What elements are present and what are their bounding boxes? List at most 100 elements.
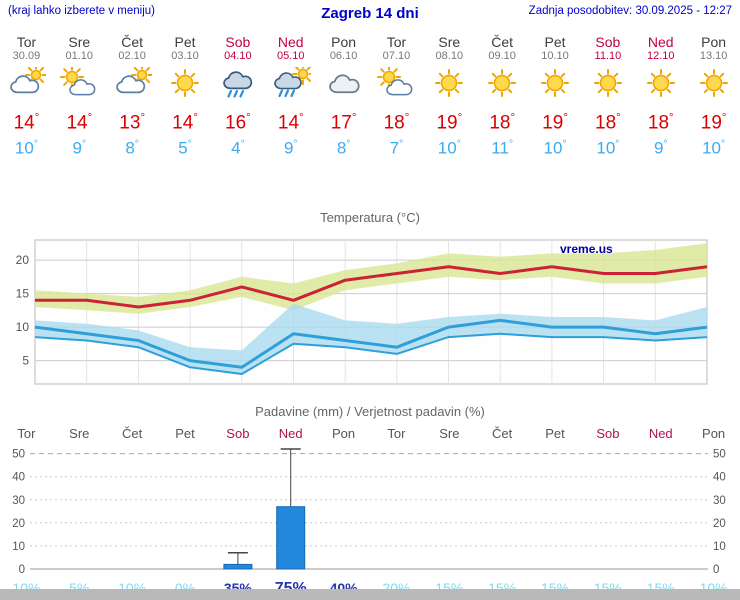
temperature-min: 10° [596, 138, 620, 158]
temperature-min: 10° [543, 138, 567, 158]
mostly-cloudy-icon [116, 67, 153, 94]
day-date: 02.10 [118, 50, 146, 62]
svg-text:40: 40 [12, 472, 25, 484]
day-column: Pon 06.10 17° 8° [317, 34, 370, 158]
svg-text:5: 5 [22, 354, 29, 368]
rain-sun-icon [273, 67, 311, 98]
temperature-min: 4° [231, 138, 245, 158]
precip-bar [223, 563, 253, 570]
temperature-max: 14° [66, 112, 93, 134]
temperature-min: 9° [283, 138, 298, 158]
weather-icon [687, 67, 740, 101]
weather-icon [317, 67, 370, 101]
day-column: Ned 05.10 14° 9° [264, 34, 317, 158]
day-name: Pon [701, 34, 727, 50]
day-column: Ned 12.10 18° 9° [634, 34, 687, 158]
temperature-chart: 5 10 15 20 vreme.us [16, 239, 708, 385]
weather-icon [211, 67, 264, 101]
day-column: Čet 09.10 18° 11° [476, 34, 529, 158]
day-name: Ned [647, 34, 674, 50]
precip-day-label: Sob [226, 425, 250, 441]
temperature-min: 11° [491, 138, 514, 158]
precip-day-label: Sre [439, 425, 460, 441]
precip-day-label: Pon [332, 425, 356, 441]
day-name: Čet [121, 34, 144, 50]
temperature-max: 18° [647, 112, 674, 134]
day-name: Sob [595, 34, 621, 50]
precipitation-chart: 0 0 10 10 20 20 30 30 40 40 50 50 [12, 448, 726, 576]
day-date: 05.10 [276, 50, 305, 62]
day-name: Pet [174, 34, 196, 50]
day-date: 10.10 [541, 50, 569, 62]
precip-day-label: Čet [122, 425, 143, 441]
day-name: Sre [438, 34, 461, 50]
precip-day-label: Pon [702, 425, 726, 441]
watermark: vreme.us [560, 242, 613, 256]
partly-cloudy-icon [60, 67, 96, 96]
svg-text:10: 10 [713, 541, 726, 553]
svg-text:40: 40 [713, 472, 726, 484]
precipitation-chart-title: Padavine (mm) / Verjetnost padavin (%) [255, 403, 485, 419]
rain-icon [223, 71, 253, 98]
sunny-icon [593, 69, 622, 97]
day-date: 04.10 [224, 50, 252, 62]
temperature-max: 19° [436, 112, 463, 134]
precip-day-label: Ned [278, 425, 303, 441]
day-column: Sre 08.10 19° 10° [423, 34, 476, 158]
day-date: 30.09 [12, 50, 41, 62]
svg-text:50: 50 [12, 449, 25, 461]
svg-text:20: 20 [713, 518, 726, 530]
day-date: 11.10 [594, 50, 622, 62]
temperature-min: 10° [437, 138, 461, 158]
weather-icon [581, 67, 634, 101]
temperature-max: 18° [595, 112, 621, 134]
sunny-icon [541, 69, 570, 97]
svg-text:15: 15 [16, 287, 30, 301]
precip-day-label: Sre [69, 425, 90, 441]
day-date: 07.10 [382, 50, 411, 62]
day-date: 08.10 [435, 50, 464, 62]
precip-day-label: Tor [17, 425, 36, 441]
day-column: Pet 03.10 14° 5° [159, 34, 212, 158]
temperature-max: 18° [489, 112, 516, 134]
temperature-max: 19° [700, 112, 727, 134]
day-column: Tor 07.10 18° 7° [370, 34, 423, 158]
day-name: Sob [225, 34, 251, 50]
day-date: 01.10 [65, 50, 94, 62]
forecast-days-table: Tor 30.09 14° 10° Sre 01.10 14° 9° Čet 02.10 13° 8°… [0, 34, 740, 158]
day-name: Čet [491, 34, 514, 50]
header: (kraj lahko izberete v meniju) Zagreb 14… [0, 0, 740, 22]
day-name: Ned [277, 34, 304, 50]
weather-icon [159, 67, 212, 101]
temperature-max: 19° [542, 112, 568, 134]
day-date: 13.10 [699, 50, 728, 62]
footer-bar [0, 589, 740, 600]
temperature-max: 18° [383, 112, 410, 134]
day-column: Pet 10.10 19° 10° [529, 34, 582, 158]
temperature-max: 17° [330, 112, 357, 134]
precip-day-label: Pet [175, 425, 195, 441]
day-name: Sre [68, 34, 91, 50]
page-title: Zagreb 14 dni [321, 5, 419, 22]
temperature-min: 8° [336, 138, 351, 158]
weather-icon [423, 67, 476, 101]
svg-text:0: 0 [713, 564, 719, 576]
svg-text:20: 20 [12, 518, 25, 530]
precipitation-day-labels: Tor Sre Čet Pet Sob Ned Pon Tor Sre Čet Pet Sob Ned P… [0, 426, 740, 441]
day-date: 12.10 [646, 50, 675, 62]
weather-icon [370, 67, 423, 101]
last-updated: Zadnja posodobitev: 30.09.2025 - 12:27 [528, 5, 732, 17]
sunny-icon [435, 69, 464, 97]
temperature-min: 5° [178, 138, 192, 158]
temperature-chart-title: Temperatura (°C) [320, 209, 420, 225]
temperature-min: 8° [125, 138, 139, 158]
location-hint: (kraj lahko izberete v meniju) [8, 5, 156, 17]
day-name: Tor [386, 34, 407, 50]
day-name: Pon [331, 34, 357, 50]
precip-day-label: Pet [545, 425, 565, 441]
mostly-cloudy-icon [10, 67, 47, 94]
day-column: Tor 30.09 14° 10° [0, 34, 53, 158]
temperature-min: 7° [389, 138, 404, 158]
svg-text:10: 10 [16, 320, 30, 334]
